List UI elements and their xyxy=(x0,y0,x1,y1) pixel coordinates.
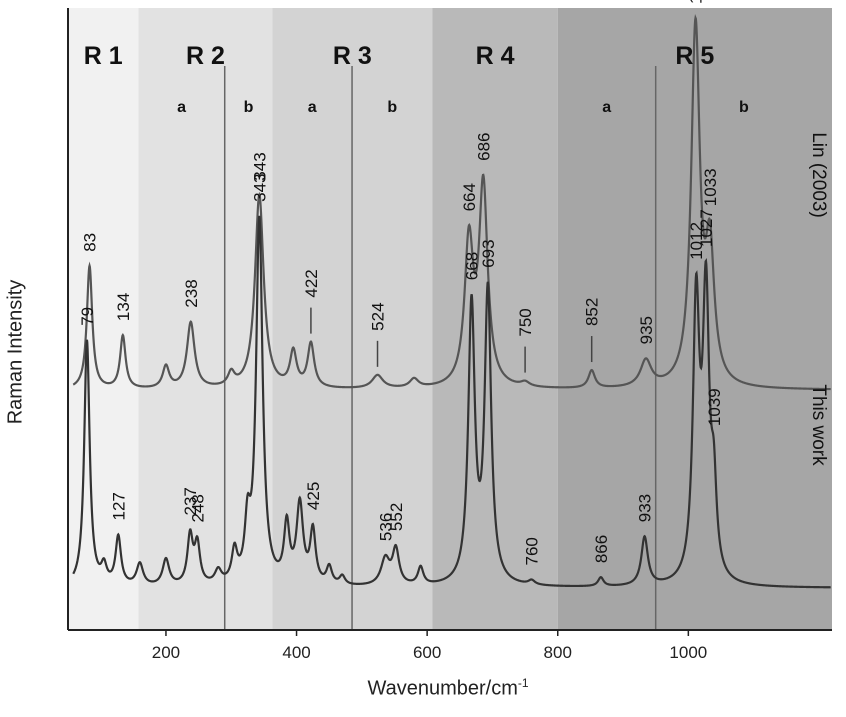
x-tick-label-800: 800 xyxy=(544,643,572,662)
x-axis-title: Wavenumber/cm xyxy=(367,677,518,700)
spectrum-line-1 xyxy=(72,14,831,391)
x-axis-title-wrap: Wavenumber/cm-1 xyxy=(367,676,528,701)
region-label-2: R 2 xyxy=(186,42,225,70)
region-label-4: R 4 xyxy=(476,42,515,70)
peak-label-2-1027: 1027 xyxy=(697,209,716,247)
subregion-label-3-b: b xyxy=(387,99,397,116)
peak-label-2-79: 79 xyxy=(78,307,97,326)
peak-label-2-760: 760 xyxy=(523,537,542,565)
region-label-1: R 1 xyxy=(84,42,123,70)
subregion-label-2-b: b xyxy=(244,99,254,116)
peak-label-1-83: 83 xyxy=(81,233,100,252)
subregion-label-5-b: b xyxy=(739,99,749,116)
peak-label-2-866: 866 xyxy=(592,535,611,563)
peak-label-1-750: 750 xyxy=(516,308,535,336)
x-axis-title-superscript: -1 xyxy=(517,676,529,690)
peak-label-2-668: 668 xyxy=(463,252,482,280)
x-tick-label-200: 200 xyxy=(152,643,180,662)
peak-label-1-134: 134 xyxy=(114,293,133,321)
y-axis-title: Raman Intensity xyxy=(4,279,27,425)
region-label-3: R 3 xyxy=(333,42,372,70)
peak-label-2-127: 127 xyxy=(109,492,128,520)
peak-label-1-422: 422 xyxy=(302,269,321,297)
x-tick-label-1000: 1000 xyxy=(669,643,707,662)
peak-label-1-1033: 1033 xyxy=(701,168,720,206)
subregion-label-3-a: a xyxy=(308,99,317,116)
peak-label-1-686: 686 xyxy=(474,132,493,160)
peak-label-1-935: 935 xyxy=(637,316,656,344)
peak-label-1-852: 852 xyxy=(583,298,602,326)
peak-label-2-1012: 1012 xyxy=(687,222,706,260)
peak-label-1-524: 524 xyxy=(369,302,388,330)
peak-label-1-238: 238 xyxy=(182,279,201,307)
x-tick-label-400: 400 xyxy=(282,643,310,662)
peak-label-2-237: 237 xyxy=(181,487,200,515)
peak-label-2-933: 933 xyxy=(636,494,655,522)
region-band-2 xyxy=(138,8,273,630)
peak-label-1-664: 664 xyxy=(460,183,479,211)
peak-label-2-552: 552 xyxy=(387,503,406,531)
subregion-label-5-a: a xyxy=(602,99,611,116)
series-name-1: Lin (2003) xyxy=(808,132,829,218)
spectrum-line-2 xyxy=(72,215,831,589)
peak-label-2-425: 425 xyxy=(304,482,323,510)
region-band-4 xyxy=(432,8,558,630)
peak-label-2-248: 248 xyxy=(188,494,207,522)
x-tick-label-600: 600 xyxy=(413,643,441,662)
peak-label-2-536: 536 xyxy=(376,513,395,541)
peak-label-2-343: 343 xyxy=(250,173,269,201)
region-band-1 xyxy=(68,8,139,630)
series-name-2: This work xyxy=(808,384,829,466)
subregion-label-2-a: a xyxy=(177,99,186,116)
peak-label-1-343: 343 xyxy=(250,152,269,180)
peak-label-1-1011: 1011 xyxy=(687,0,706,4)
peak-label-2-1039: 1039 xyxy=(705,388,724,426)
peak-label-2-693: 693 xyxy=(479,239,498,267)
